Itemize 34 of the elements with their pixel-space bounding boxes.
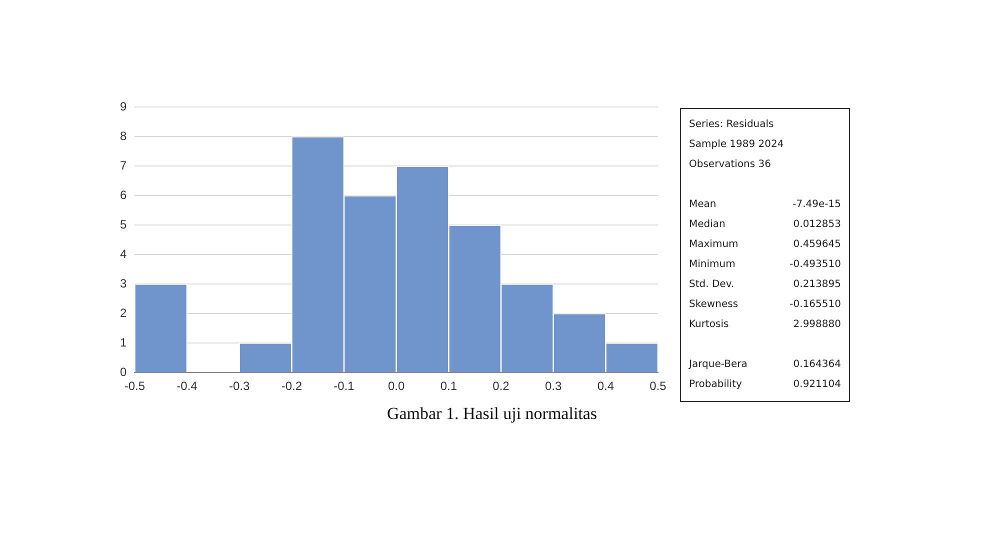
- text: Gambar 1. Hasil uji normalitas: [386, 404, 598, 424]
- text: Kurtosis 2.998880: [689, 319, 841, 330]
- text: Series: Residuals: [689, 118, 774, 132]
- x-tick-label: -0.2: [281, 379, 302, 394]
- y-tick-label: 2: [120, 306, 127, 320]
- y-tick-label: 1: [120, 335, 127, 350]
- y-tick-label: 6: [120, 188, 127, 202]
- x-tick-label: 0.2: [492, 379, 510, 394]
- x-tick-label: -0.3: [228, 379, 250, 394]
- x-tick-label: -0.4: [176, 379, 198, 394]
- text: Mean -7.49e-15: [689, 199, 841, 210]
- text: Std. Dev. 0.213895: [689, 279, 841, 290]
- text: Sample 1989 2024: [689, 138, 784, 152]
- text: Observations 36: [689, 158, 772, 172]
- text: Median 0.012853: [689, 219, 841, 230]
- text: Maximum 0.459645: [689, 239, 841, 250]
- y-tick-label: 7: [120, 158, 127, 172]
- x-tick-label: 0.3: [544, 379, 562, 394]
- y-tick-label: 4: [120, 246, 127, 261]
- text: Minimum -0.493510: [689, 259, 841, 270]
- x-tick-label: 0.5: [650, 379, 667, 394]
- x-tick-label: 0.4: [597, 379, 614, 394]
- x-tick-label: 0.0: [388, 379, 405, 394]
- y-tick-label: 3: [120, 276, 127, 290]
- y-tick-label: 0: [120, 364, 127, 379]
- text: Skewness -0.165510: [689, 299, 841, 310]
- x-tick-label: -0.5: [124, 379, 146, 394]
- text: Probability 0.921104: [689, 379, 841, 390]
- y-tick-label: 9: [120, 100, 127, 114]
- x-tick-label: 0.1: [440, 379, 458, 394]
- x-tick-label: -0.1: [334, 379, 355, 394]
- y-tick-label: 5: [120, 217, 127, 232]
- y-tick-label: 8: [120, 129, 127, 143]
- text: Jarque-Bera 0.164364: [689, 359, 841, 370]
